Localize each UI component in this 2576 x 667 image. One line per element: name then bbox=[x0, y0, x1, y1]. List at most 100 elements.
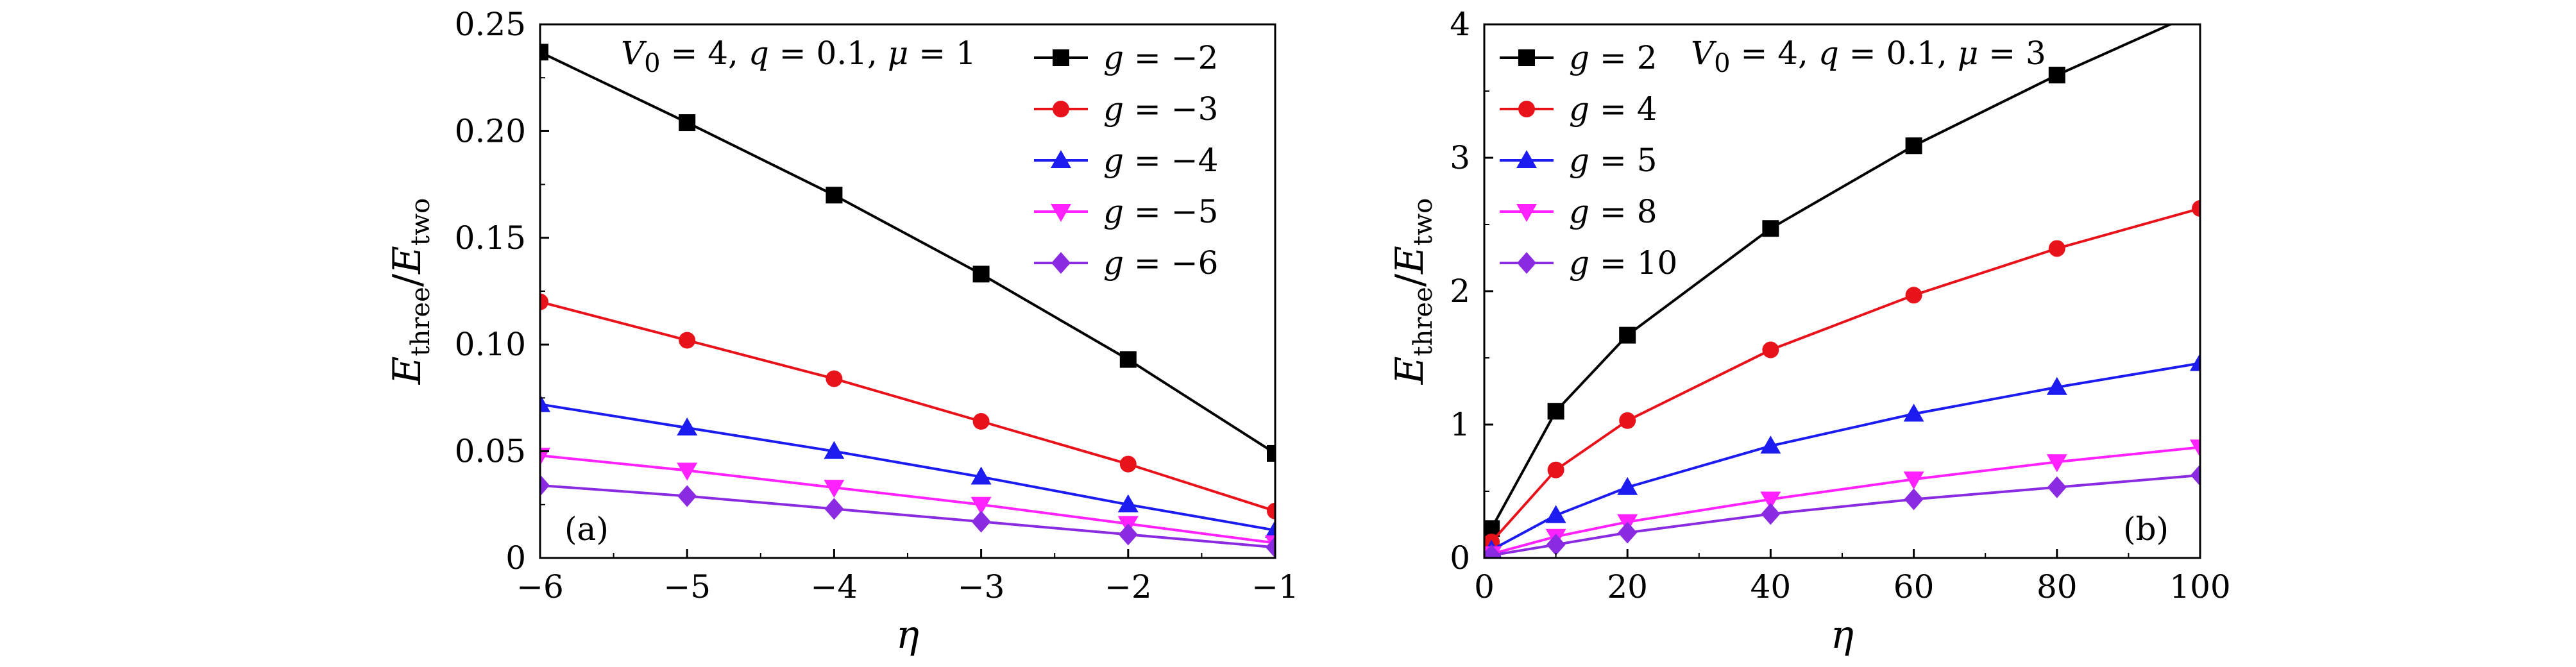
legend-item: g = −5 bbox=[1034, 193, 1218, 230]
series-5 bbox=[1484, 464, 2200, 558]
data-point bbox=[1904, 488, 1924, 511]
data-point bbox=[1903, 403, 1924, 422]
legend-item: g = 4 bbox=[1500, 90, 1657, 128]
y-label-slash: / bbox=[385, 273, 430, 287]
data-point bbox=[2048, 240, 2065, 257]
data-point bbox=[824, 441, 845, 459]
data-point bbox=[1905, 287, 1922, 304]
series-2 bbox=[540, 293, 1275, 519]
x-tick-label: 60 bbox=[1894, 568, 1935, 605]
y-label-e1: E bbox=[385, 356, 430, 385]
data-point bbox=[1617, 477, 1638, 495]
x-tick-label: 0 bbox=[1474, 568, 1495, 605]
y-tick-label: 0.10 bbox=[455, 326, 526, 363]
data-point bbox=[1760, 435, 1781, 454]
legend-swatch-marker bbox=[1053, 101, 1069, 117]
y-tick-label: 0 bbox=[1450, 539, 1470, 577]
y-axis-label-b: Ethree/Etwo bbox=[1387, 198, 1438, 385]
legend-item: g = −3 bbox=[1034, 90, 1218, 128]
legend-label: g = 2 bbox=[1569, 39, 1657, 76]
series-5 bbox=[540, 474, 1275, 558]
series-line bbox=[540, 454, 1275, 545]
legend-swatch-marker bbox=[1518, 101, 1535, 117]
x-tick-label: −2 bbox=[1105, 568, 1152, 605]
data-point bbox=[1762, 220, 1779, 237]
series-clip-group bbox=[540, 44, 1275, 558]
legend-label: g = −2 bbox=[1103, 39, 1218, 76]
chart-panel-a: −6 −5 −4 −3 −2 −1 0 0.05 0.10 0.15 0.20 0.25 η Eth… bbox=[385, 6, 1299, 657]
data-point bbox=[1545, 505, 1566, 523]
y-tick-label: 0.15 bbox=[455, 219, 526, 257]
data-point bbox=[2190, 353, 2200, 371]
y-label-sub1: three bbox=[406, 287, 436, 356]
data-point bbox=[1619, 412, 1636, 429]
data-point bbox=[540, 44, 548, 61]
x-tick-label: 80 bbox=[2037, 568, 2078, 605]
data-point bbox=[1267, 444, 1275, 462]
x-axis-ticks-b: 0 20 40 60 80 100 bbox=[1474, 549, 2231, 605]
legend-item: g = −4 bbox=[1034, 142, 1218, 179]
legend-swatch-marker bbox=[1518, 49, 1535, 66]
legend-a: g = −2 g = −3 g = −4 g = −5 g = −6 bbox=[1034, 39, 1218, 282]
legend-label: g = −6 bbox=[1103, 244, 1218, 282]
data-point bbox=[1265, 519, 1275, 538]
series-line bbox=[1491, 362, 2200, 552]
series-layer-a bbox=[540, 44, 1275, 558]
data-point bbox=[677, 462, 698, 481]
legend-label: g = 4 bbox=[1569, 90, 1657, 128]
series-3 bbox=[1484, 353, 2200, 558]
data-point bbox=[677, 417, 698, 435]
series-clip-group bbox=[1484, 24, 2200, 558]
series-line bbox=[1491, 474, 2200, 557]
legend-label: g = 5 bbox=[1569, 142, 1657, 179]
panel-tag-a: (a) bbox=[564, 511, 609, 548]
y-tick-label: 3 bbox=[1450, 139, 1470, 176]
legend-item: g = 10 bbox=[1500, 244, 1677, 282]
data-point bbox=[1119, 351, 1137, 368]
x-tick-label: 20 bbox=[1607, 568, 1648, 605]
series-layer-b bbox=[1484, 24, 2200, 558]
data-point bbox=[1547, 461, 1564, 478]
data-point bbox=[1761, 503, 1781, 525]
data-point bbox=[1903, 471, 1924, 490]
data-point bbox=[1760, 491, 1781, 510]
data-point bbox=[1266, 536, 1275, 558]
data-point bbox=[540, 474, 550, 496]
data-point bbox=[1267, 502, 1275, 519]
data-point bbox=[826, 370, 843, 387]
data-point bbox=[1484, 544, 1502, 558]
x-tick-label: 40 bbox=[1750, 568, 1792, 605]
x-tick-label: −4 bbox=[811, 568, 858, 605]
y-tick-label: 0.25 bbox=[455, 6, 526, 43]
data-point bbox=[1762, 341, 1779, 359]
data-point bbox=[970, 466, 992, 485]
series-2 bbox=[1484, 200, 2200, 551]
data-point bbox=[1618, 521, 1638, 544]
y-label-sub2: two bbox=[406, 198, 436, 246]
x-tick-label: −1 bbox=[1251, 568, 1299, 605]
legend-swatch-marker bbox=[1053, 49, 1069, 66]
data-point bbox=[1119, 455, 1137, 473]
data-point bbox=[1118, 523, 1138, 546]
series-4 bbox=[540, 448, 1275, 553]
legend-label: g = 10 bbox=[1569, 244, 1677, 282]
data-point bbox=[2047, 476, 2067, 498]
legend-swatch-marker bbox=[1051, 150, 1071, 168]
series-line bbox=[540, 484, 1275, 549]
data-point bbox=[971, 511, 991, 533]
data-point bbox=[679, 332, 696, 349]
chart-panel-b: 0 20 40 60 80 100 0 1 2 3 4 η Ethree/Etwo V0 = 4,… bbox=[1387, 6, 2231, 657]
legend-item: g = 5 bbox=[1500, 142, 1657, 179]
y-tick-label: 1 bbox=[1450, 406, 1470, 443]
legend-label: g = 8 bbox=[1569, 193, 1657, 230]
data-point bbox=[677, 485, 697, 507]
legend-swatch-marker bbox=[1051, 204, 1071, 222]
y-axis-ticks-b: 0 1 2 3 4 bbox=[1450, 6, 1493, 577]
x-tick-label: −5 bbox=[663, 568, 711, 605]
data-point bbox=[2046, 454, 2067, 473]
data-point bbox=[826, 187, 843, 204]
data-point bbox=[970, 496, 992, 515]
series-line bbox=[540, 51, 1275, 455]
legend-item: g = 2 bbox=[1500, 39, 1657, 76]
